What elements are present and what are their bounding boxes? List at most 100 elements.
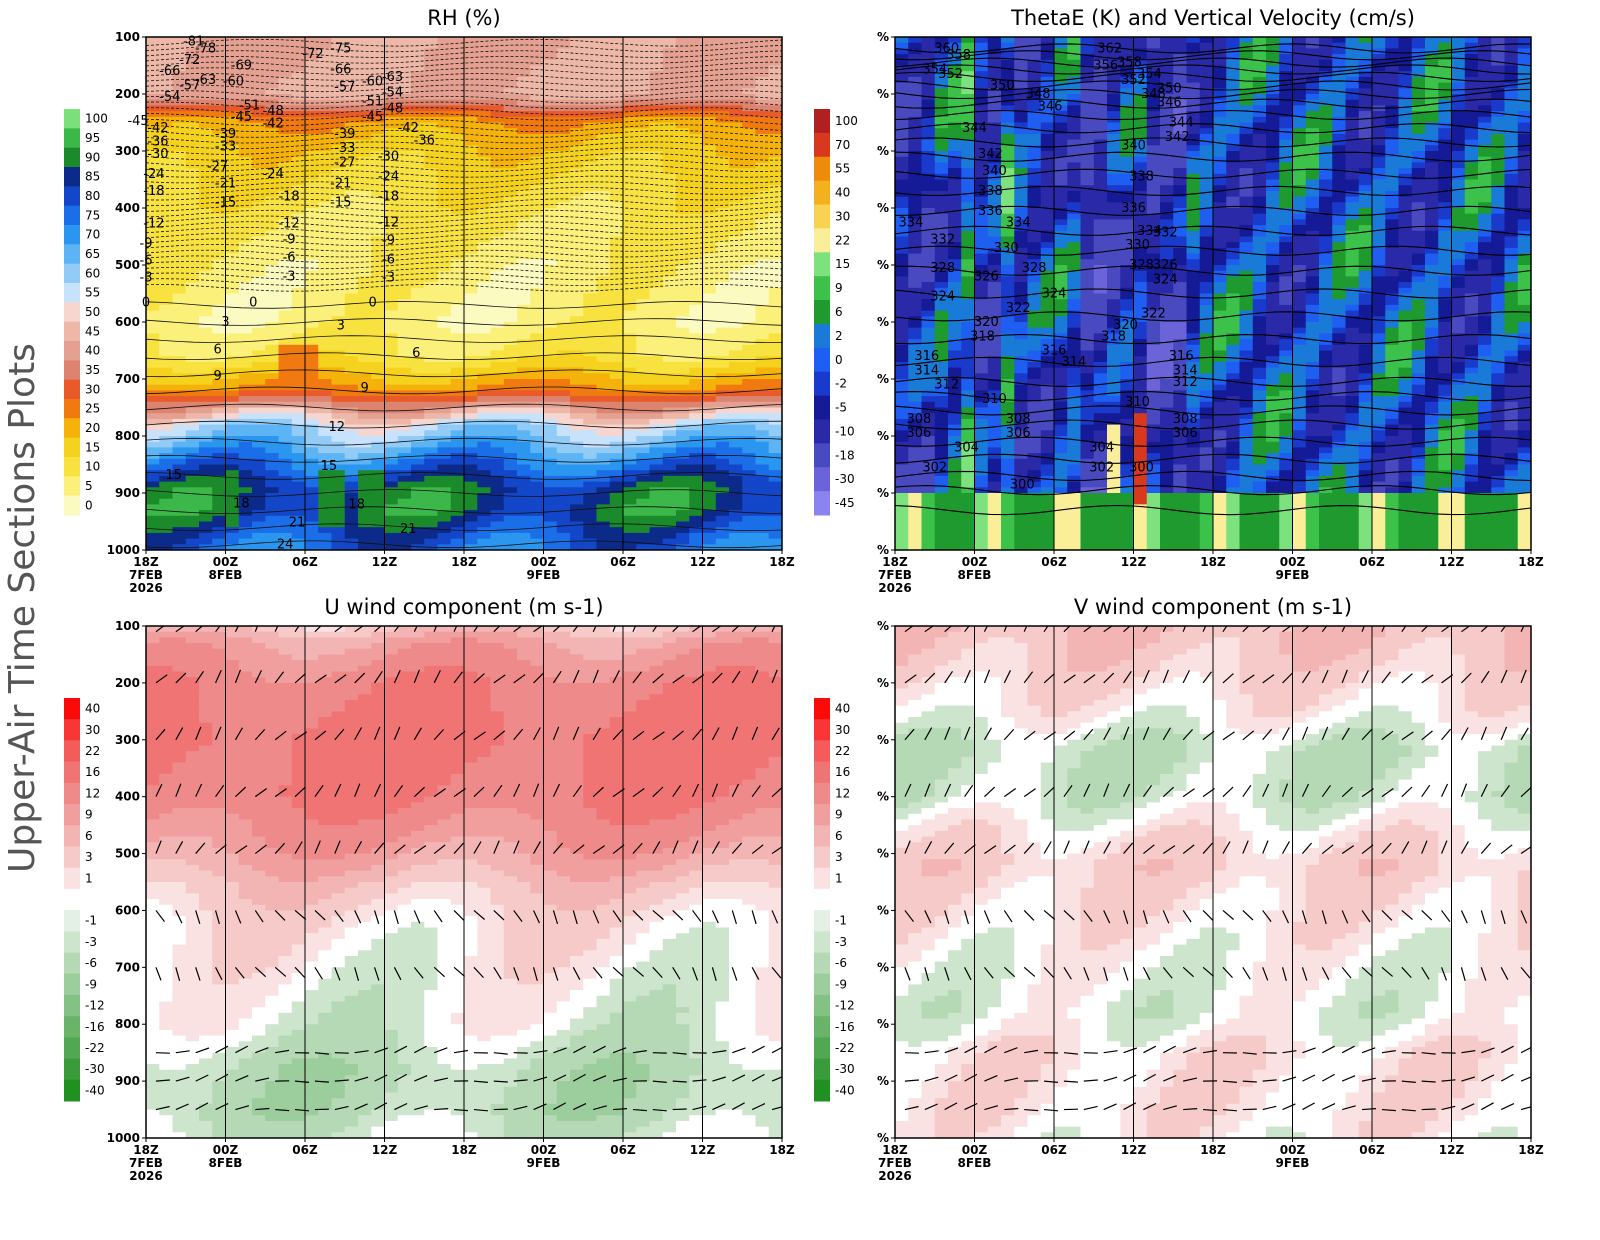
rh-cell: [583, 476, 597, 482]
rh-cell: [491, 368, 505, 374]
rh-cell: [544, 447, 558, 453]
rh-cell: [703, 459, 717, 465]
rh-cell: [318, 168, 332, 174]
rh-cell: [292, 299, 306, 305]
thetae-cell: [1491, 77, 1505, 83]
rh-cell: [477, 299, 491, 305]
rh-cell: [279, 94, 293, 100]
rh-cell: [411, 111, 425, 117]
rh-cell: [252, 282, 266, 288]
rh-cell: [358, 43, 372, 49]
rh-cell: [173, 123, 187, 129]
rh-cell: [716, 288, 730, 294]
rh-cell: [146, 362, 160, 368]
rh-cell: [477, 128, 491, 134]
rh-colorbar-swatch: [64, 496, 80, 516]
rh-cell: [570, 333, 584, 339]
rh-cell: [742, 311, 756, 317]
rh-cell: [544, 294, 558, 300]
rh-cell: [212, 242, 226, 248]
rh-cell: [636, 37, 650, 43]
rh-cell: [173, 368, 187, 374]
rh-cell: [345, 276, 359, 282]
rh-cell: [610, 493, 624, 499]
rh-cell: [199, 447, 213, 453]
rh-cell: [769, 242, 783, 248]
rh-cell: [451, 442, 465, 448]
rh-cell: [438, 242, 452, 248]
rh-cell: [597, 105, 611, 111]
rh-cell: [517, 368, 531, 374]
rh-cell: [583, 100, 597, 106]
rh-cell: [676, 111, 690, 117]
thetae-cell: [1200, 37, 1214, 43]
thetae-cell: [1385, 48, 1399, 54]
rh-cell: [451, 117, 465, 123]
rh-cell: [385, 345, 399, 351]
rh-cell: [305, 419, 319, 425]
thetae-cell: [1028, 77, 1042, 83]
rh-cell: [385, 436, 399, 442]
rh-cell: [623, 60, 637, 66]
rh-cell: [650, 345, 664, 351]
rh-cell: [689, 117, 703, 123]
rh-cell: [530, 373, 544, 379]
rh-cell: [159, 396, 173, 402]
rh-cell: [186, 533, 200, 539]
rh-cell: [663, 345, 677, 351]
rh-cell: [504, 328, 518, 334]
rh-cell: [173, 442, 187, 448]
thetae-cell: [1107, 83, 1121, 89]
rh-cell: [398, 305, 412, 311]
rh-cell: [385, 356, 399, 362]
rh-cell: [477, 351, 491, 357]
rh-cell: [279, 37, 293, 43]
rh-cell: [716, 402, 730, 408]
rh-cell: [570, 191, 584, 197]
rh-cell: [239, 157, 253, 163]
thetae-cell: [1505, 37, 1519, 43]
rh-cell: [398, 265, 412, 271]
rh-cell: [438, 105, 452, 111]
rh-cell: [583, 504, 597, 510]
rh-cell: [146, 522, 160, 528]
rh-cell: [570, 408, 584, 414]
thetae-cell: [1346, 83, 1360, 89]
rh-cell: [623, 311, 637, 317]
rh-cell: [358, 539, 372, 545]
rh-cell: [411, 305, 425, 311]
rh-cell: [212, 419, 226, 425]
rh-cell: [305, 379, 319, 385]
rh-cell: [663, 402, 677, 408]
rh-cell: [583, 282, 597, 288]
rh-cell: [756, 487, 770, 493]
rh-cell: [610, 373, 624, 379]
rh-cell: [252, 265, 266, 271]
rh-cell: [438, 100, 452, 106]
rh-cell: [742, 208, 756, 214]
rh-cell: [517, 202, 531, 208]
rh-cell: [689, 180, 703, 186]
rh-cell: [279, 425, 293, 431]
rh-cell: [491, 242, 505, 248]
rh-cell: [557, 71, 571, 77]
rh-cell: [583, 168, 597, 174]
rh-cell: [689, 311, 703, 317]
rh-cell: [345, 413, 359, 419]
rh-cell: [703, 242, 717, 248]
rh-cell: [424, 305, 438, 311]
rh-cell: [398, 214, 412, 220]
thetae-cell: [1332, 77, 1346, 83]
rh-cell: [663, 447, 677, 453]
rh-cell: [464, 111, 478, 117]
rh-cell: [292, 390, 306, 396]
rh-cell: [676, 299, 690, 305]
rh-cell: [239, 345, 253, 351]
rh-cell: [398, 282, 412, 288]
rh-cell: [451, 504, 465, 510]
rh-cell: [371, 499, 385, 505]
rh-cell: [676, 305, 690, 311]
rh-cell: [650, 430, 664, 436]
rh-cell: [424, 248, 438, 254]
rh-cell: [464, 254, 478, 260]
